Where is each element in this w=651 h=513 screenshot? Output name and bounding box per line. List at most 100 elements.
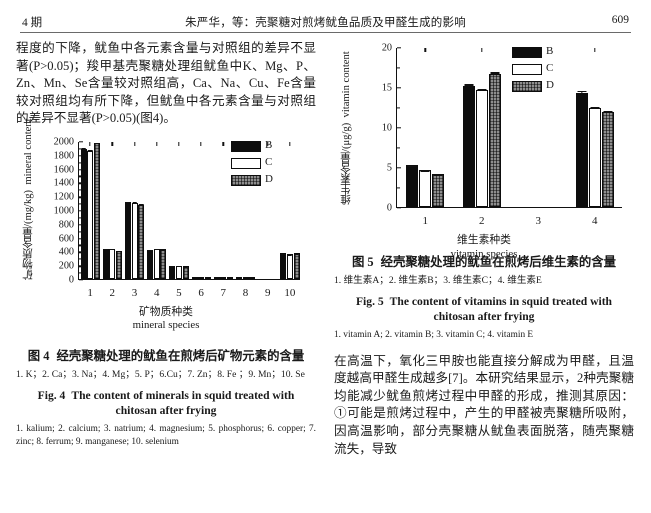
figure-4-error-cap xyxy=(281,253,286,255)
figure-4-bar-d-5 xyxy=(182,266,189,279)
figure-4-bar-b-6 xyxy=(191,276,198,279)
left-column: 程度的下降，鱿鱼中各元素含量与对照组的差异不显著(P>0.05)；羧甲基壳聚糖处… xyxy=(16,40,316,448)
figure-4-legend-swatch-c xyxy=(231,157,261,169)
figure-4-x-tick-label: 10 xyxy=(284,286,296,299)
figure-4-y-tick-label: 600 xyxy=(58,233,74,245)
figure-5-y-axis-label-cn: 维生素含量/(μg/g) xyxy=(341,122,352,205)
left-body-paragraph: 程度的下降，鱿鱼中各元素含量与对照组的差异不显著(P>0.05)；羧甲基壳聚糖处… xyxy=(16,41,316,126)
figure-4-bar-c-2 xyxy=(109,248,116,279)
figure-4-bar-d-3 xyxy=(138,204,145,279)
figure-4-bar-c-1 xyxy=(87,151,94,279)
figure-4-bar-d-4 xyxy=(160,249,167,279)
figure-4-y-minor-tick xyxy=(79,203,82,205)
figure-4-bar-c-6 xyxy=(198,276,205,279)
figure-5-plot-area: 0 5 10 15 20 1 2 3 4 xyxy=(382,43,622,227)
figure-5-y-minor-tick xyxy=(397,147,400,149)
figure-4-bar-d-6 xyxy=(204,276,211,279)
figure-4-legend-swatch-b xyxy=(231,140,261,152)
figure-4-y-tick-label: 800 xyxy=(58,219,74,231)
figure-4-error-cap xyxy=(147,249,153,251)
figure-4-x-tick-mark xyxy=(222,141,224,146)
figure-4-number-cn: 图 4 xyxy=(27,348,50,363)
figure-5-caption-en: Fig. 5 The content of vitamins in squid t… xyxy=(334,294,634,324)
figure-4-y-axis-label-en: mineral content xyxy=(23,118,34,185)
figure-4-bar-b-1 xyxy=(80,149,87,279)
figure-5-legend-swatch-d xyxy=(512,81,542,92)
figure-4-error-cap xyxy=(87,150,93,152)
figure-5-y-minor-tick xyxy=(397,67,400,69)
figure-4-y-axis-label: 矿物质含量/(mg/kg) mineral content xyxy=(22,118,35,280)
figure-5-y-tick-mark xyxy=(397,87,401,89)
figure-5-bar-c-1 xyxy=(419,170,432,207)
figure-4-legend-label-d: D xyxy=(265,172,273,185)
figure-4-bar-c-7 xyxy=(220,276,227,279)
figure-4-x-tick-label: 2 xyxy=(109,286,116,299)
figure-4-error-cap xyxy=(294,253,299,255)
figure-5-error-cap xyxy=(433,174,443,176)
figure-4-x-tick-mark xyxy=(111,141,113,146)
figure-4-y-axis-label-cn: 矿物质含量/(mg/kg) xyxy=(23,189,34,280)
figure-5-legend-swatch-b xyxy=(512,47,542,58)
figure-4-y-tick-label: 1200 xyxy=(53,191,74,203)
figure-4-bar-d-2 xyxy=(115,251,122,279)
figure-5-y-tick-mark xyxy=(397,47,401,49)
figure-5-legend-label-b: B xyxy=(546,45,554,57)
figure-4-error-cap xyxy=(116,251,122,253)
figure-4-title-cn: 经壳聚糖处理的鱿鱼在煎烤后矿物元素的含量 xyxy=(56,348,305,363)
figure-5-title-cn: 经壳聚糖处理的鱿鱼在煎烤后维生素的含量 xyxy=(380,255,617,269)
figure-4-number-en: Fig. 4 xyxy=(37,388,66,402)
figure-4-legend-label-c: C xyxy=(265,155,273,168)
figure-4-x-tick-label: 4 xyxy=(153,286,160,299)
figure-4-bar-c-5 xyxy=(175,265,182,279)
figure-4-y-minor-tick xyxy=(79,148,82,150)
figure-4-bar-d-7 xyxy=(226,276,233,279)
figure-4-error-cap xyxy=(170,266,175,268)
figure-4-bar-b-5 xyxy=(169,265,176,279)
figure-4-error-cap xyxy=(176,265,182,268)
figure-4-error-cap xyxy=(154,248,159,251)
figure-4-x-tick-label: 8 xyxy=(242,286,249,299)
figure-4-title-en-line2: chitosan after frying xyxy=(115,403,217,417)
figure-4-x-tick-mark xyxy=(289,141,291,146)
figure-4-x-tick-label: 1 xyxy=(87,286,93,299)
figure-5-number-en: Fig. 5 xyxy=(355,295,384,308)
figure-4-legend-label-b: B xyxy=(265,138,273,151)
figure-5-error-cap xyxy=(420,170,430,172)
figure-5-title-en-line1: The content of vitamins in squid treated… xyxy=(389,295,613,308)
figure-5-legend-label-c: C xyxy=(546,62,554,74)
figure-5-error-cap xyxy=(490,72,500,74)
figure-5-bar-c-4 xyxy=(588,107,601,207)
figure-4-x-axis-label-en: mineral species xyxy=(132,319,200,332)
figure-4-y-minor-tick xyxy=(79,231,82,233)
figure-5-key-cn: 1. 维生素A；2. 维生素B；3. 维生素C；4. 维生素E xyxy=(334,275,542,286)
header-divider xyxy=(20,32,631,33)
figure-4-plot-area: 0 200 400 600 800 1000 1200 1400 1600 1800 2000 1 2 3… xyxy=(54,136,300,299)
figure-4-error-cap xyxy=(161,249,166,251)
figure-4-y-minor-tick xyxy=(79,189,82,191)
figure-5-error-cap xyxy=(477,88,487,91)
figure-4-y-minor-tick xyxy=(79,272,82,274)
figure-5-bar-c-2 xyxy=(475,90,488,207)
figure-4-error-cap xyxy=(138,204,144,206)
figure-4-y-tick-mark xyxy=(79,279,83,281)
figure-4-bar-d-1 xyxy=(93,143,100,279)
figure-5-legend-label-d: D xyxy=(546,79,554,91)
figure-4-x-tick-label: 3 xyxy=(131,286,138,299)
figure-4-bar-b-8 xyxy=(235,276,242,279)
figure-4-bar-c-3 xyxy=(131,203,138,279)
figure-4-bar-b-3 xyxy=(124,202,131,279)
figure-5-chart: 维生素含量/(μg/g) vitamin content 0 5 10 15 20 1 2 3… xyxy=(334,40,634,260)
figure-5-x-tick-label: 1 xyxy=(422,215,429,227)
figure-4-y-tick-label: 400 xyxy=(58,246,74,258)
figure-4-y-minor-tick xyxy=(79,217,82,219)
figure-4-x-tick-mark xyxy=(133,141,136,146)
figure-5-x-tick-mark xyxy=(594,48,596,52)
page-running-head: 4 期 朱严华，等：壳聚糖对煎烤鱿鱼品质及甲醛生成的影响 609 xyxy=(0,14,651,34)
figure-4-legend-swatch-d xyxy=(231,174,261,186)
figure-5-error-cap xyxy=(577,91,587,93)
figure-5-error-cap xyxy=(407,165,417,167)
figure-4-bar-d-10 xyxy=(293,253,300,279)
figure-4-caption-en: Fig. 4 The content of minerals in squid t… xyxy=(16,388,316,418)
figure-4-x-axis-label-cn: 矿物质种类 xyxy=(139,305,193,318)
figure-5-x-tick-mark xyxy=(481,48,483,52)
